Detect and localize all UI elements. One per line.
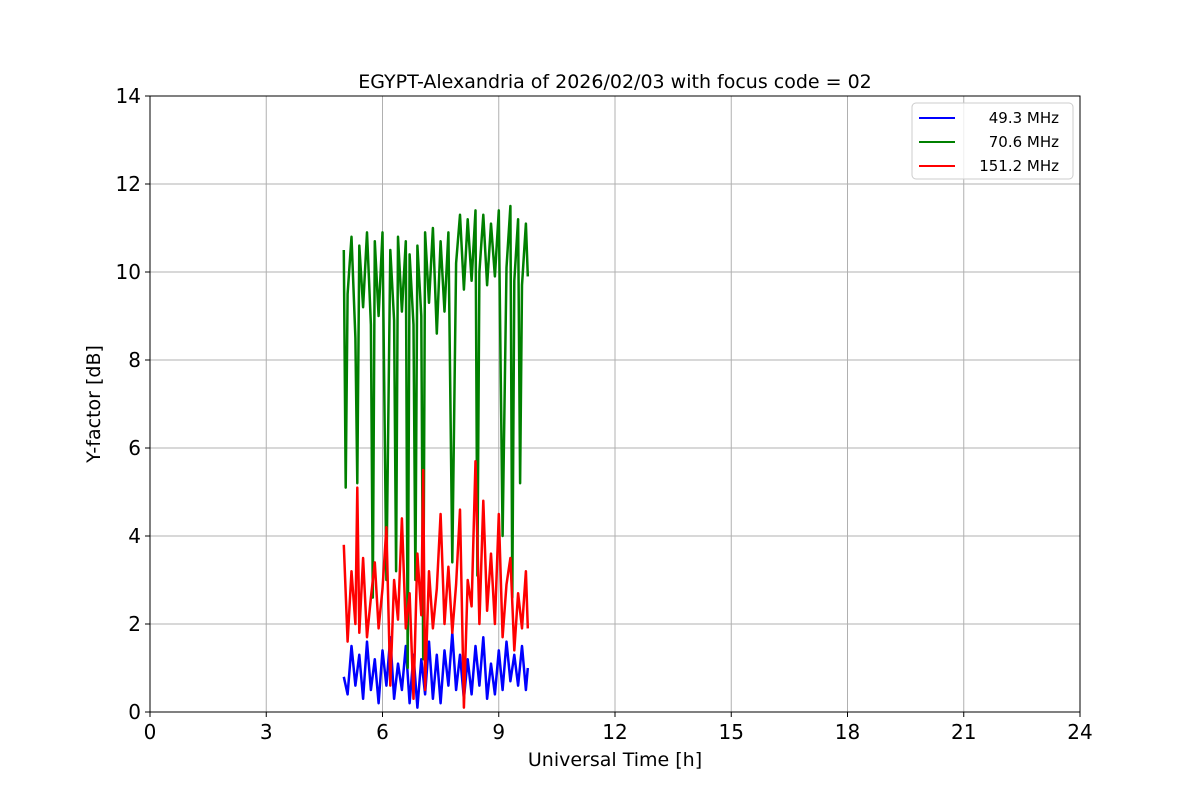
y-tick-label: 10 xyxy=(116,260,141,284)
x-axis-label: Universal Time [h] xyxy=(528,749,702,771)
x-tick-label: 21 xyxy=(951,720,976,744)
y-tick-label: 8 xyxy=(128,348,141,372)
legend-label: 70.6 MHz xyxy=(989,133,1059,151)
chart-title: EGYPT-Alexandria of 2026/02/03 with focu… xyxy=(358,71,872,93)
series-line-151-2-mhz xyxy=(342,459,530,709)
y-tick-label: 6 xyxy=(128,436,141,460)
x-tick-label: 24 xyxy=(1067,720,1092,744)
series-layer xyxy=(342,204,530,709)
x-tick-label: 15 xyxy=(719,720,744,744)
x-tick-label: 12 xyxy=(602,720,627,744)
x-tick-label: 0 xyxy=(144,720,157,744)
y-tick-label: 4 xyxy=(128,524,141,548)
legend-label: 49.3 MHz xyxy=(989,109,1059,127)
series-line-49-3-mhz xyxy=(342,631,530,709)
y-tick-label: 0 xyxy=(128,700,141,724)
x-axis: 0 3 6 9 12 15 18 21 24 xyxy=(144,712,1093,744)
y-axis: 0 2 4 6 8 10 12 14 xyxy=(116,84,150,724)
legend-label: 151.2 MHz xyxy=(979,157,1059,175)
legend-box xyxy=(911,102,1074,180)
y-tick-label: 2 xyxy=(128,612,141,636)
x-tick-label: 3 xyxy=(260,720,273,744)
y-tick-label: 14 xyxy=(116,84,141,108)
series-line-70-6-mhz xyxy=(342,204,530,670)
x-tick-label: 9 xyxy=(492,720,505,744)
y-axis-label: Y-factor [dB] xyxy=(83,345,105,464)
x-tick-label: 18 xyxy=(835,720,860,744)
y-tick-label: 12 xyxy=(116,172,141,196)
x-tick-label: 6 xyxy=(376,720,389,744)
legend: 49.3 MHz 70.6 MHz 151.2 MHz xyxy=(911,102,1074,180)
